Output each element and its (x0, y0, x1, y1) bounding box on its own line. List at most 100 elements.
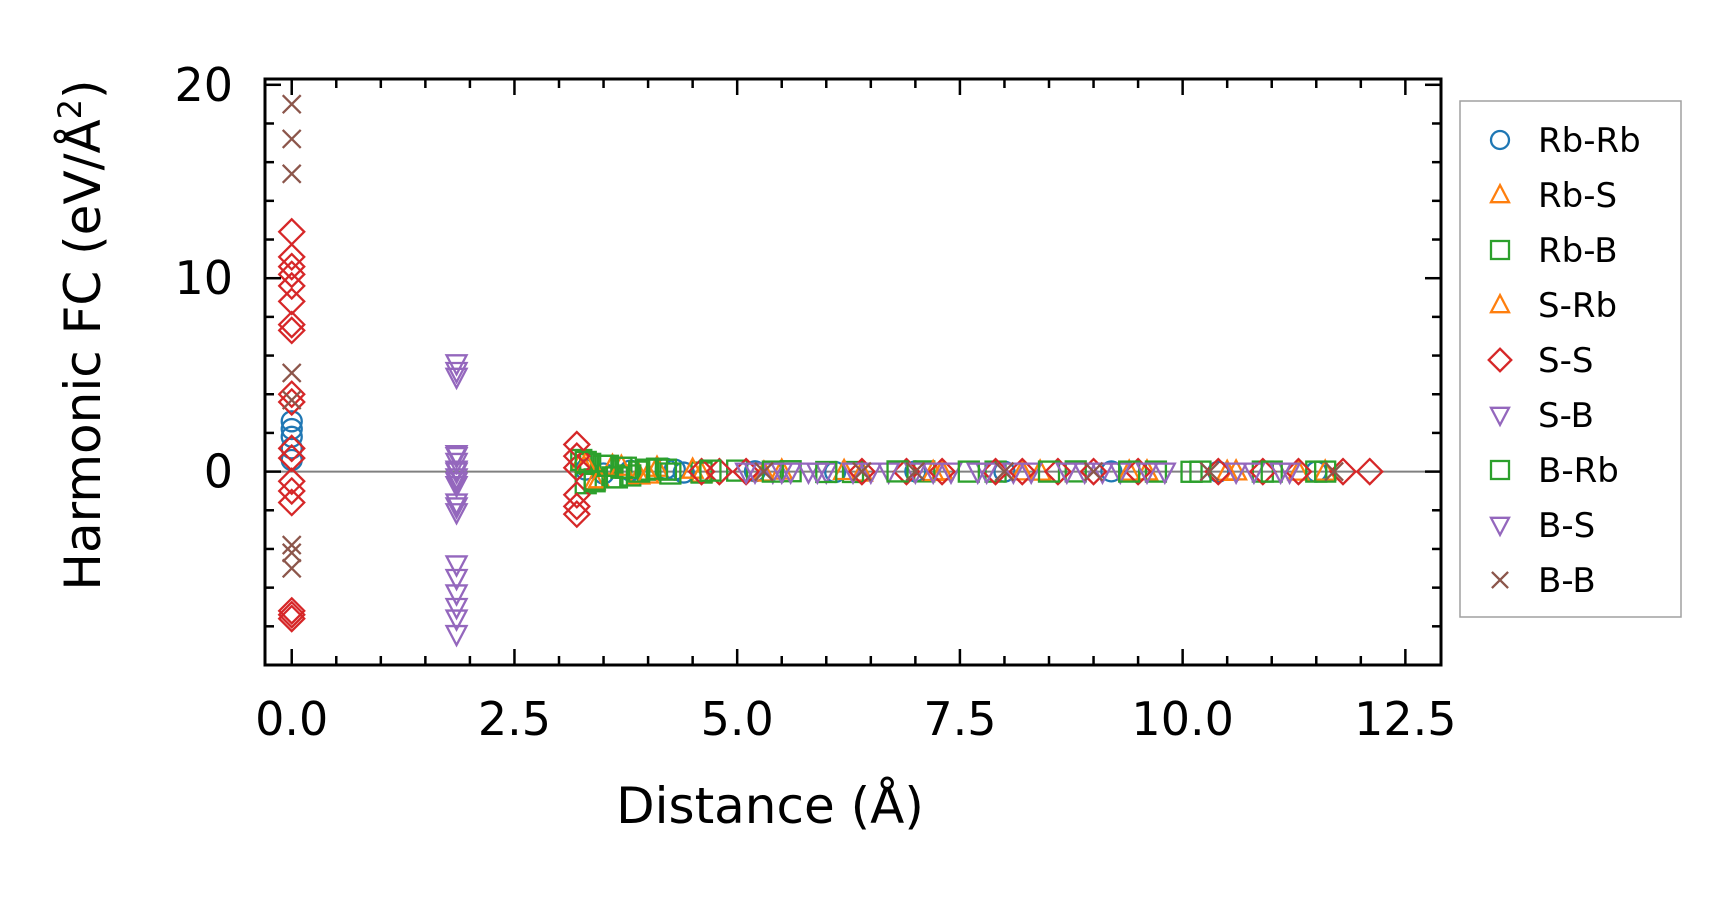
data-point (1008, 457, 1037, 486)
data-point (1079, 457, 1108, 486)
data-point (277, 287, 306, 316)
x-tick-label: 2.5 (478, 692, 551, 746)
legend-item-s-b: S-B (1489, 396, 1594, 436)
data-point (281, 94, 302, 114)
data-point (277, 252, 306, 281)
legend-item-rb-rb: Rb-Rb (1489, 121, 1641, 161)
legend-item-s-s: S-S (1487, 341, 1593, 381)
data-point (281, 129, 302, 149)
data-point (277, 271, 306, 301)
y-tick-label: 10 (174, 251, 233, 305)
x-tick-label: 12.5 (1354, 692, 1456, 746)
data-point (965, 462, 990, 486)
data-point (277, 596, 306, 625)
legend-label: S-B (1538, 396, 1594, 436)
data-point (699, 459, 722, 482)
data-point (280, 437, 303, 460)
data-point (444, 584, 469, 607)
data-point (444, 367, 469, 391)
data-point (1242, 462, 1266, 486)
legend-marker (1489, 406, 1511, 428)
plot-frame (263, 77, 1443, 667)
x-axis-title: Distance (Å) (616, 777, 924, 835)
data-point (444, 597, 469, 621)
data-point (769, 462, 794, 486)
data-point (281, 558, 302, 579)
data-point (1268, 462, 1293, 486)
series-s-s (277, 217, 1384, 633)
legend-label: B-B (1538, 561, 1596, 601)
data-point (847, 457, 877, 486)
data-point (1064, 460, 1087, 483)
legend-item-b-s: B-S (1489, 506, 1595, 546)
data-point (1043, 457, 1073, 486)
legend-item-rb-b: Rb-B (1489, 231, 1618, 271)
data-point (1144, 460, 1168, 483)
x-tick-label: 5.0 (701, 692, 774, 746)
data-point (805, 462, 830, 486)
data-point (1324, 461, 1344, 482)
data-point (705, 457, 734, 486)
data-point (444, 624, 469, 648)
data-point (277, 467, 306, 496)
data-point (832, 457, 856, 481)
data-point (277, 443, 306, 473)
data-point (994, 461, 1015, 482)
data-point (444, 361, 469, 385)
data-point (281, 363, 302, 383)
data-point (1286, 458, 1311, 481)
x-tick-label: 7.5 (923, 692, 996, 746)
data-point (562, 500, 591, 529)
data-point (277, 310, 306, 339)
data-point (726, 459, 749, 482)
data-point (628, 460, 651, 483)
plot-area (263, 77, 1443, 667)
data-point (903, 462, 928, 486)
legend-items: Rb-Rb Rb-S Rb-B S-Rb S-S S-B B-Rb B-S B-B (1487, 121, 1641, 601)
data-point (1224, 462, 1248, 486)
legend-marker (1489, 129, 1511, 151)
y-axis-title-superscript: 2 (51, 99, 89, 119)
legend-item-s-rb: S-Rb (1489, 286, 1617, 326)
data-point (562, 492, 591, 521)
data-point (1199, 461, 1220, 482)
legend-marker (1489, 292, 1511, 314)
data-point (614, 456, 637, 479)
data-point (281, 543, 302, 563)
data-point (1019, 462, 1044, 486)
legend-label: Rb-S (1538, 176, 1617, 216)
data-point (680, 456, 705, 479)
legend-label: B-S (1538, 506, 1595, 546)
data-point (815, 460, 838, 484)
x-tick-labels: 0.0 2.5 5.0 7.5 10.0 12.5 (255, 692, 1456, 746)
data-point (277, 604, 306, 633)
data-point (1010, 457, 1035, 481)
data-point (659, 462, 682, 485)
data-point (444, 609, 469, 633)
legend-item-b-b: B-B (1491, 561, 1596, 601)
y-tick-labels: 0 10 20 (174, 58, 233, 499)
data-point (672, 461, 695, 484)
data-point (852, 461, 872, 482)
y-axis-title: Harmonic FC (eV/Å2) (51, 79, 112, 590)
legend-label: S-Rb (1538, 286, 1617, 326)
data-point (277, 600, 306, 629)
data-point (1152, 462, 1177, 486)
data-point (277, 488, 306, 517)
data-point (1224, 457, 1248, 481)
data-point (444, 472, 469, 495)
legend-label: Rb-B (1538, 231, 1618, 271)
data-point (1118, 460, 1141, 483)
data-point (1355, 457, 1384, 486)
data-point (1037, 460, 1061, 483)
y-tick-label: 0 (204, 445, 233, 499)
data-point (281, 163, 302, 184)
data-point (957, 460, 980, 483)
data-point (939, 462, 963, 486)
data-point (444, 497, 469, 520)
data-point (562, 453, 591, 482)
legend-label: Rb-Rb (1538, 121, 1641, 161)
data-points (277, 94, 1384, 648)
legend-marker (1487, 347, 1513, 373)
